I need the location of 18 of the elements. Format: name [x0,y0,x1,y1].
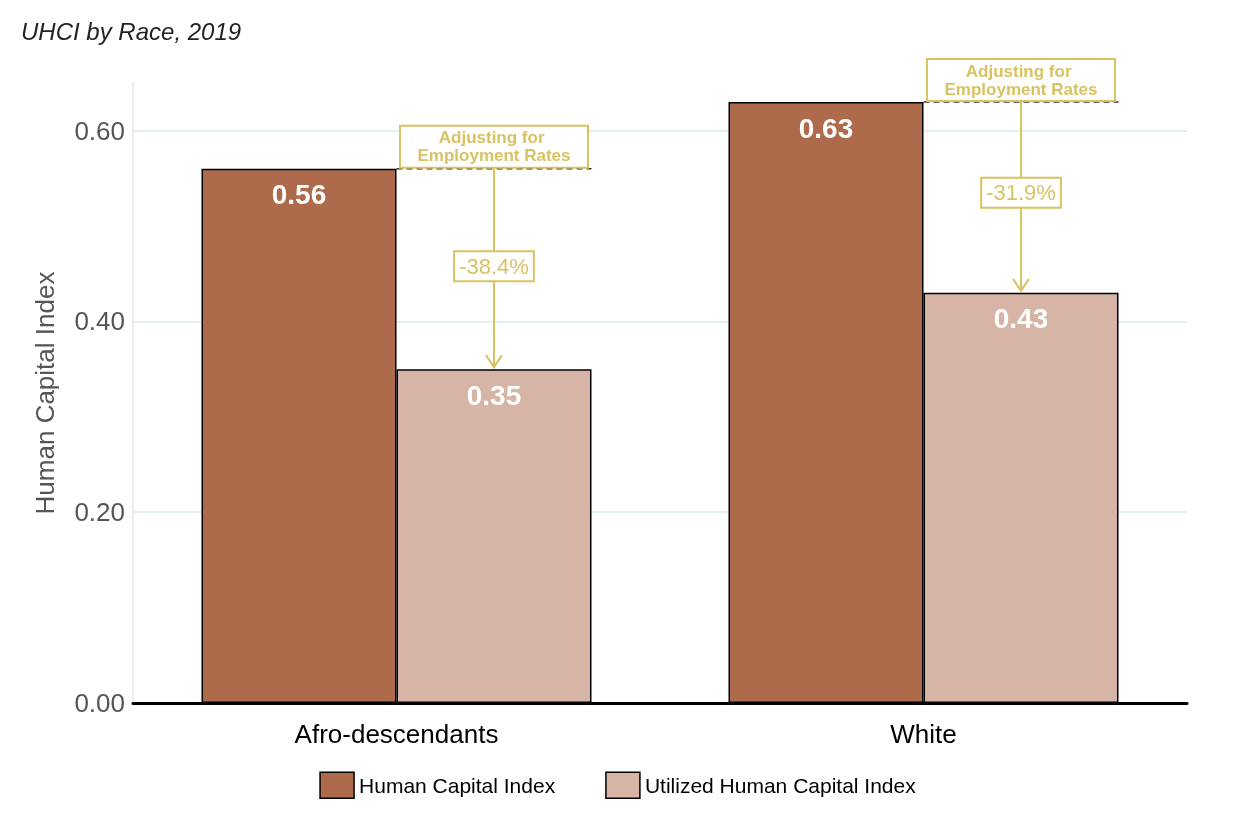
legend-label: Utilized Human Capital Index [644,773,917,797]
x-tick-label: Afro-descendants [294,719,499,749]
chart-title: UHCI by Race, 2019 [21,17,242,45]
data-label: 0.35 [466,379,522,411]
y-tick-label: 0.60 [74,115,125,146]
annotation: Adjusting for Employment Rates [417,128,571,166]
y-tick-label: 0.40 [74,306,125,337]
annotation: Adjusting for Employment Rates [944,61,1098,99]
annotation: -38.4% [459,253,529,279]
data-label: 0.43 [993,303,1049,335]
legend-label: Human Capital Index [359,773,556,797]
annotation: -31.9% [986,180,1056,206]
y-tick-label: 0.00 [74,688,125,718]
y-axis-title: Human Capital Index [30,271,60,515]
data-label: 0.56 [271,179,327,211]
data-label: 0.63 [798,112,854,144]
x-tick-label: White [890,719,957,749]
y-tick-label: 0.20 [74,497,125,528]
